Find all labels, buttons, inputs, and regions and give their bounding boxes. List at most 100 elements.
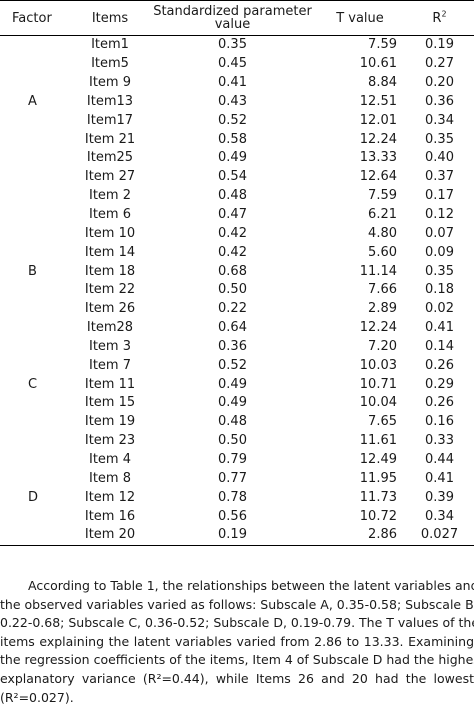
table-row: Item 19 0.48 7.65 0.16 (0, 413, 474, 432)
t-value-cell: 11.73 (359, 489, 397, 505)
standardized-value-cell: 0.43 (218, 93, 247, 109)
item-cell: Item 21 (84, 131, 136, 147)
paragraph-line: the regression coefficients of the items… (0, 652, 474, 668)
factor-cell (0, 413, 70, 432)
t-value-cell: 12.64 (359, 169, 397, 185)
standardized-value-cell: 0.56 (218, 508, 247, 524)
item-cell: Item5 (91, 56, 129, 72)
r-squared-cell: 0.18 (425, 282, 454, 298)
factor-cell (0, 394, 70, 413)
t-value-cell: 7.66 (368, 282, 397, 298)
r-squared-cell: 0.07 (425, 225, 454, 241)
t-value-cell: 11.61 (359, 433, 397, 449)
item-cell: Item 18 (84, 263, 136, 279)
table-row: Item 2 0.48 7.59 0.17 (0, 187, 474, 206)
standardized-value-cell: 0.22 (218, 301, 247, 317)
t-value-cell: 5.60 (368, 244, 397, 260)
t-value-cell: 13.33 (359, 150, 397, 166)
r-squared-cell: 0.19 (425, 37, 454, 53)
table-row: Item5 0.45 10.61 0.27 (0, 55, 474, 74)
item-cell: Item1 (91, 37, 129, 53)
factor-cell: B (28, 263, 37, 279)
factor-cell: D (28, 489, 39, 505)
t-value-cell: 7.65 (368, 414, 397, 430)
factor-cell (0, 507, 70, 526)
table-row: Item 27 0.54 12.64 0.37 (0, 168, 474, 187)
standardized-value-cell: 0.52 (218, 357, 247, 373)
t-value-cell: 12.24 (359, 320, 397, 336)
table-row: Item 7 0.52 10.03 0.26 (0, 356, 474, 375)
standardized-value-cell: 0.77 (218, 470, 247, 486)
item-cell: Item 6 (89, 207, 131, 223)
table-row: Item 21 0.58 12.24 0.35 (0, 130, 474, 149)
t-value-cell: 11.95 (359, 470, 397, 486)
r-squared-cell: 0.20 (425, 75, 454, 91)
table-row: Item 20 0.19 2.86 0.027 (0, 525, 474, 546)
table-row: Item 8 0.77 11.95 0.41 (0, 469, 474, 488)
t-value-cell: 4.80 (368, 225, 397, 241)
t-value-cell: 2.89 (368, 301, 397, 317)
standardized-value-cell: 0.48 (218, 188, 247, 204)
body-paragraph: According to Table 1, the relationships … (0, 577, 474, 707)
r-squared-cell: 0.27 (425, 56, 454, 72)
t-value-cell: 12.51 (359, 93, 397, 109)
t-value-cell: 11.14 (359, 263, 397, 279)
table-row: Item1 0.35 7.59 0.19 (0, 36, 474, 55)
factor-cell (0, 300, 70, 319)
r-squared-cell: 0.29 (425, 376, 454, 392)
r-squared-cell: 0.09 (425, 244, 454, 260)
header-items: Items (70, 0, 150, 36)
standardized-value-cell: 0.19 (150, 525, 315, 546)
t-value-cell: 7.59 (368, 37, 397, 53)
t-value-cell: 12.49 (359, 451, 397, 467)
item-cell: Item 14 (84, 244, 136, 260)
r-squared-cell: 0.34 (425, 508, 454, 524)
table-row: Item 3 0.36 7.20 0.14 (0, 338, 474, 357)
standardized-value-cell: 0.42 (218, 244, 247, 260)
factor-cell (0, 432, 70, 451)
standardized-value-cell: 0.41 (218, 75, 247, 91)
item-cell: Item 16 (84, 508, 136, 524)
r-squared-cell: 0.02 (425, 301, 454, 317)
item-cell: Item 2 (89, 188, 131, 204)
r-squared-cell: 0.40 (425, 150, 454, 166)
item-cell: Item 7 (89, 357, 131, 373)
factor-cell (0, 356, 70, 375)
paragraph-line: items explaining the latent variables va… (0, 633, 474, 649)
r-squared-cell: 0.36 (425, 93, 454, 109)
standardized-value-cell: 0.79 (218, 451, 247, 467)
factor-cell (0, 187, 70, 206)
standardized-value-cell: 0.45 (218, 56, 247, 72)
t-value-cell: 6.21 (368, 207, 397, 223)
paragraph-line: 0.22-0.68; Subscale C, 0.36-0.52; Subsca… (0, 615, 474, 631)
t-value-cell: 10.72 (359, 508, 397, 524)
t-value-cell: 2.86 (315, 525, 405, 546)
factor-cell (0, 74, 70, 93)
t-value-cell: 8.84 (368, 75, 397, 91)
header-r-squared: R2 (405, 0, 474, 36)
factor-cell (0, 224, 70, 243)
r-squared-cell: 0.12 (425, 207, 454, 223)
item-cell: Item13 (86, 93, 134, 109)
t-value-cell: 7.20 (368, 338, 397, 354)
r-squared-cell: 0.14 (425, 338, 454, 354)
header-row: Factor Items Standardized parameter valu… (0, 0, 474, 36)
r-squared-cell: 0.17 (425, 188, 454, 204)
standardized-value-cell: 0.58 (218, 131, 247, 147)
table-row: Item 9 0.41 8.84 0.20 (0, 74, 474, 93)
item-cell: Item 19 (84, 414, 136, 430)
paragraph-line: According to Table 1, the relationships … (28, 578, 474, 593)
item-cell: Item 23 (84, 433, 136, 449)
table-row: Item17 0.52 12.01 0.34 (0, 111, 474, 130)
standardized-value-cell: 0.54 (218, 169, 247, 185)
factor-cell (0, 206, 70, 225)
table-row: Item25 0.49 13.33 0.40 (0, 149, 474, 168)
table-body: Item1 0.35 7.59 0.19 Item5 0.45 10.61 0.27 Item … (0, 36, 474, 546)
paragraph-line: the observed variables varied as follows… (0, 596, 474, 612)
r2-superscript: 2 (441, 9, 447, 19)
item-cell: Item 20 (70, 525, 150, 546)
standardized-value-cell: 0.35 (218, 37, 247, 53)
table-row: Item28 0.64 12.24 0.41 (0, 319, 474, 338)
factor-cell (0, 451, 70, 470)
r-squared-cell: 0.39 (425, 489, 454, 505)
